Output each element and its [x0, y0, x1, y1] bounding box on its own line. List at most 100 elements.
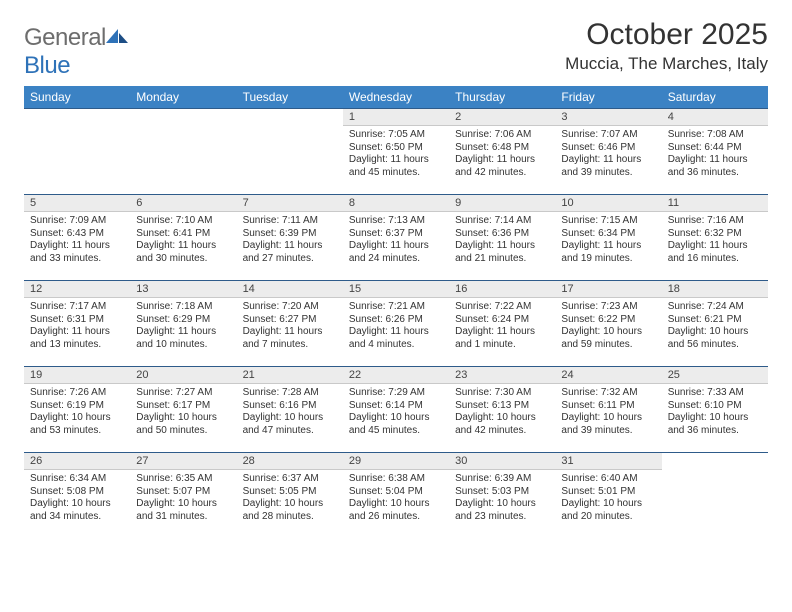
day-number: 6	[130, 194, 236, 212]
calendar-cell: 20Sunrise: 7:27 AMSunset: 6:17 PMDayligh…	[130, 366, 236, 452]
day-detail-line: Daylight: 11 hours	[243, 240, 337, 253]
day-detail-line: Sunset: 6:50 PM	[349, 142, 443, 155]
day-number: 25	[662, 366, 768, 384]
day-detail-line: Sunrise: 7:13 AM	[349, 215, 443, 228]
calendar-cell: 25Sunrise: 7:33 AMSunset: 6:10 PMDayligh…	[662, 366, 768, 452]
day-details: Sunrise: 7:29 AMSunset: 6:14 PMDaylight:…	[343, 384, 449, 439]
day-detail-line: Sunrise: 7:29 AM	[349, 387, 443, 400]
day-detail-line: and 45 minutes.	[349, 425, 443, 438]
day-details: Sunrise: 6:38 AMSunset: 5:04 PMDaylight:…	[343, 470, 449, 525]
day-number: 9	[449, 194, 555, 212]
day-detail-line: and 36 minutes.	[668, 167, 762, 180]
day-details: Sunrise: 7:13 AMSunset: 6:37 PMDaylight:…	[343, 212, 449, 267]
day-detail-line: Sunrise: 7:28 AM	[243, 387, 337, 400]
day-detail-line: Daylight: 11 hours	[668, 154, 762, 167]
day-detail-line: Daylight: 11 hours	[30, 240, 124, 253]
day-detail-line: Sunset: 6:36 PM	[455, 228, 549, 241]
calendar-cell: 15Sunrise: 7:21 AMSunset: 6:26 PMDayligh…	[343, 280, 449, 366]
day-details: Sunrise: 7:21 AMSunset: 6:26 PMDaylight:…	[343, 298, 449, 353]
calendar-cell: 9Sunrise: 7:14 AMSunset: 6:36 PMDaylight…	[449, 194, 555, 280]
day-detail-line: Daylight: 10 hours	[349, 412, 443, 425]
day-number: 14	[237, 280, 343, 298]
calendar-cell: 4Sunrise: 7:08 AMSunset: 6:44 PMDaylight…	[662, 108, 768, 194]
day-details: Sunrise: 7:07 AMSunset: 6:46 PMDaylight:…	[555, 126, 661, 181]
day-detail-line: Daylight: 11 hours	[349, 240, 443, 253]
day-detail-line: Daylight: 10 hours	[561, 412, 655, 425]
day-detail-line: Sunrise: 7:18 AM	[136, 301, 230, 314]
day-detail-line: Daylight: 11 hours	[349, 154, 443, 167]
day-detail-line: Sunset: 6:43 PM	[30, 228, 124, 241]
day-details: Sunrise: 7:24 AMSunset: 6:21 PMDaylight:…	[662, 298, 768, 353]
weekday-header: Thursday	[449, 86, 555, 108]
calendar-cell	[237, 108, 343, 194]
calendar-cell: 31Sunrise: 6:40 AMSunset: 5:01 PMDayligh…	[555, 452, 661, 538]
calendar-cell: 6Sunrise: 7:10 AMSunset: 6:41 PMDaylight…	[130, 194, 236, 280]
day-detail-line: and 20 minutes.	[561, 511, 655, 524]
day-detail-line: Daylight: 10 hours	[561, 498, 655, 511]
calendar-table: SundayMondayTuesdayWednesdayThursdayFrid…	[24, 86, 768, 538]
day-detail-line: Sunset: 6:14 PM	[349, 400, 443, 413]
day-detail-line: Sunrise: 6:40 AM	[561, 473, 655, 486]
day-number: 21	[237, 366, 343, 384]
day-number: 16	[449, 280, 555, 298]
day-details: Sunrise: 6:39 AMSunset: 5:03 PMDaylight:…	[449, 470, 555, 525]
day-detail-line: and 47 minutes.	[243, 425, 337, 438]
day-detail-line: and 50 minutes.	[136, 425, 230, 438]
day-detail-line: and 28 minutes.	[243, 511, 337, 524]
calendar-cell: 29Sunrise: 6:38 AMSunset: 5:04 PMDayligh…	[343, 452, 449, 538]
day-detail-line: Daylight: 11 hours	[561, 154, 655, 167]
day-details: Sunrise: 7:28 AMSunset: 6:16 PMDaylight:…	[237, 384, 343, 439]
day-detail-line: and 7 minutes.	[243, 339, 337, 352]
weekday-header: Sunday	[24, 86, 130, 108]
day-detail-line: Sunrise: 7:11 AM	[243, 215, 337, 228]
day-detail-line: Daylight: 10 hours	[668, 412, 762, 425]
calendar-cell: 11Sunrise: 7:16 AMSunset: 6:32 PMDayligh…	[662, 194, 768, 280]
day-detail-line: Daylight: 11 hours	[136, 326, 230, 339]
day-detail-line: Sunset: 6:41 PM	[136, 228, 230, 241]
calendar-cell: 19Sunrise: 7:26 AMSunset: 6:19 PMDayligh…	[24, 366, 130, 452]
day-detail-line: Sunrise: 7:33 AM	[668, 387, 762, 400]
day-detail-line: Sunrise: 7:32 AM	[561, 387, 655, 400]
calendar-cell: 18Sunrise: 7:24 AMSunset: 6:21 PMDayligh…	[662, 280, 768, 366]
day-detail-line: and 26 minutes.	[349, 511, 443, 524]
calendar-cell: 16Sunrise: 7:22 AMSunset: 6:24 PMDayligh…	[449, 280, 555, 366]
day-detail-line: Daylight: 10 hours	[455, 412, 549, 425]
day-number: 17	[555, 280, 661, 298]
day-detail-line: Sunset: 6:27 PM	[243, 314, 337, 327]
day-number: 29	[343, 452, 449, 470]
weekday-header: Wednesday	[343, 86, 449, 108]
day-detail-line: Sunrise: 6:38 AM	[349, 473, 443, 486]
calendar-cell: 8Sunrise: 7:13 AMSunset: 6:37 PMDaylight…	[343, 194, 449, 280]
empty-day	[662, 452, 768, 470]
day-detail-line: Daylight: 11 hours	[561, 240, 655, 253]
day-details: Sunrise: 6:37 AMSunset: 5:05 PMDaylight:…	[237, 470, 343, 525]
day-number: 13	[130, 280, 236, 298]
day-detail-line: Sunset: 6:11 PM	[561, 400, 655, 413]
calendar-cell: 26Sunrise: 6:34 AMSunset: 5:08 PMDayligh…	[24, 452, 130, 538]
day-detail-line: Sunrise: 7:06 AM	[455, 129, 549, 142]
day-details: Sunrise: 6:35 AMSunset: 5:07 PMDaylight:…	[130, 470, 236, 525]
day-detail-line: Daylight: 11 hours	[30, 326, 124, 339]
day-detail-line: Sunset: 6:26 PM	[349, 314, 443, 327]
day-detail-line: Sunset: 5:03 PM	[455, 486, 549, 499]
day-detail-line: Sunset: 5:01 PM	[561, 486, 655, 499]
day-detail-line: and 39 minutes.	[561, 167, 655, 180]
day-details: Sunrise: 7:05 AMSunset: 6:50 PMDaylight:…	[343, 126, 449, 181]
day-detail-line: Sunrise: 7:17 AM	[30, 301, 124, 314]
day-detail-line: Sunrise: 6:35 AM	[136, 473, 230, 486]
day-number: 24	[555, 366, 661, 384]
day-number: 30	[449, 452, 555, 470]
day-details: Sunrise: 7:11 AMSunset: 6:39 PMDaylight:…	[237, 212, 343, 267]
day-detail-line: Sunrise: 7:09 AM	[30, 215, 124, 228]
day-number: 18	[662, 280, 768, 298]
day-detail-line: Sunset: 6:19 PM	[30, 400, 124, 413]
day-number: 11	[662, 194, 768, 212]
day-detail-line: Sunset: 6:29 PM	[136, 314, 230, 327]
weekday-header: Tuesday	[237, 86, 343, 108]
day-detail-line: Sunset: 6:44 PM	[668, 142, 762, 155]
day-detail-line: Sunset: 6:17 PM	[136, 400, 230, 413]
day-detail-line: Daylight: 10 hours	[668, 326, 762, 339]
location-text: Muccia, The Marches, Italy	[565, 54, 768, 74]
day-detail-line: Sunset: 6:16 PM	[243, 400, 337, 413]
day-detail-line: Sunrise: 7:07 AM	[561, 129, 655, 142]
